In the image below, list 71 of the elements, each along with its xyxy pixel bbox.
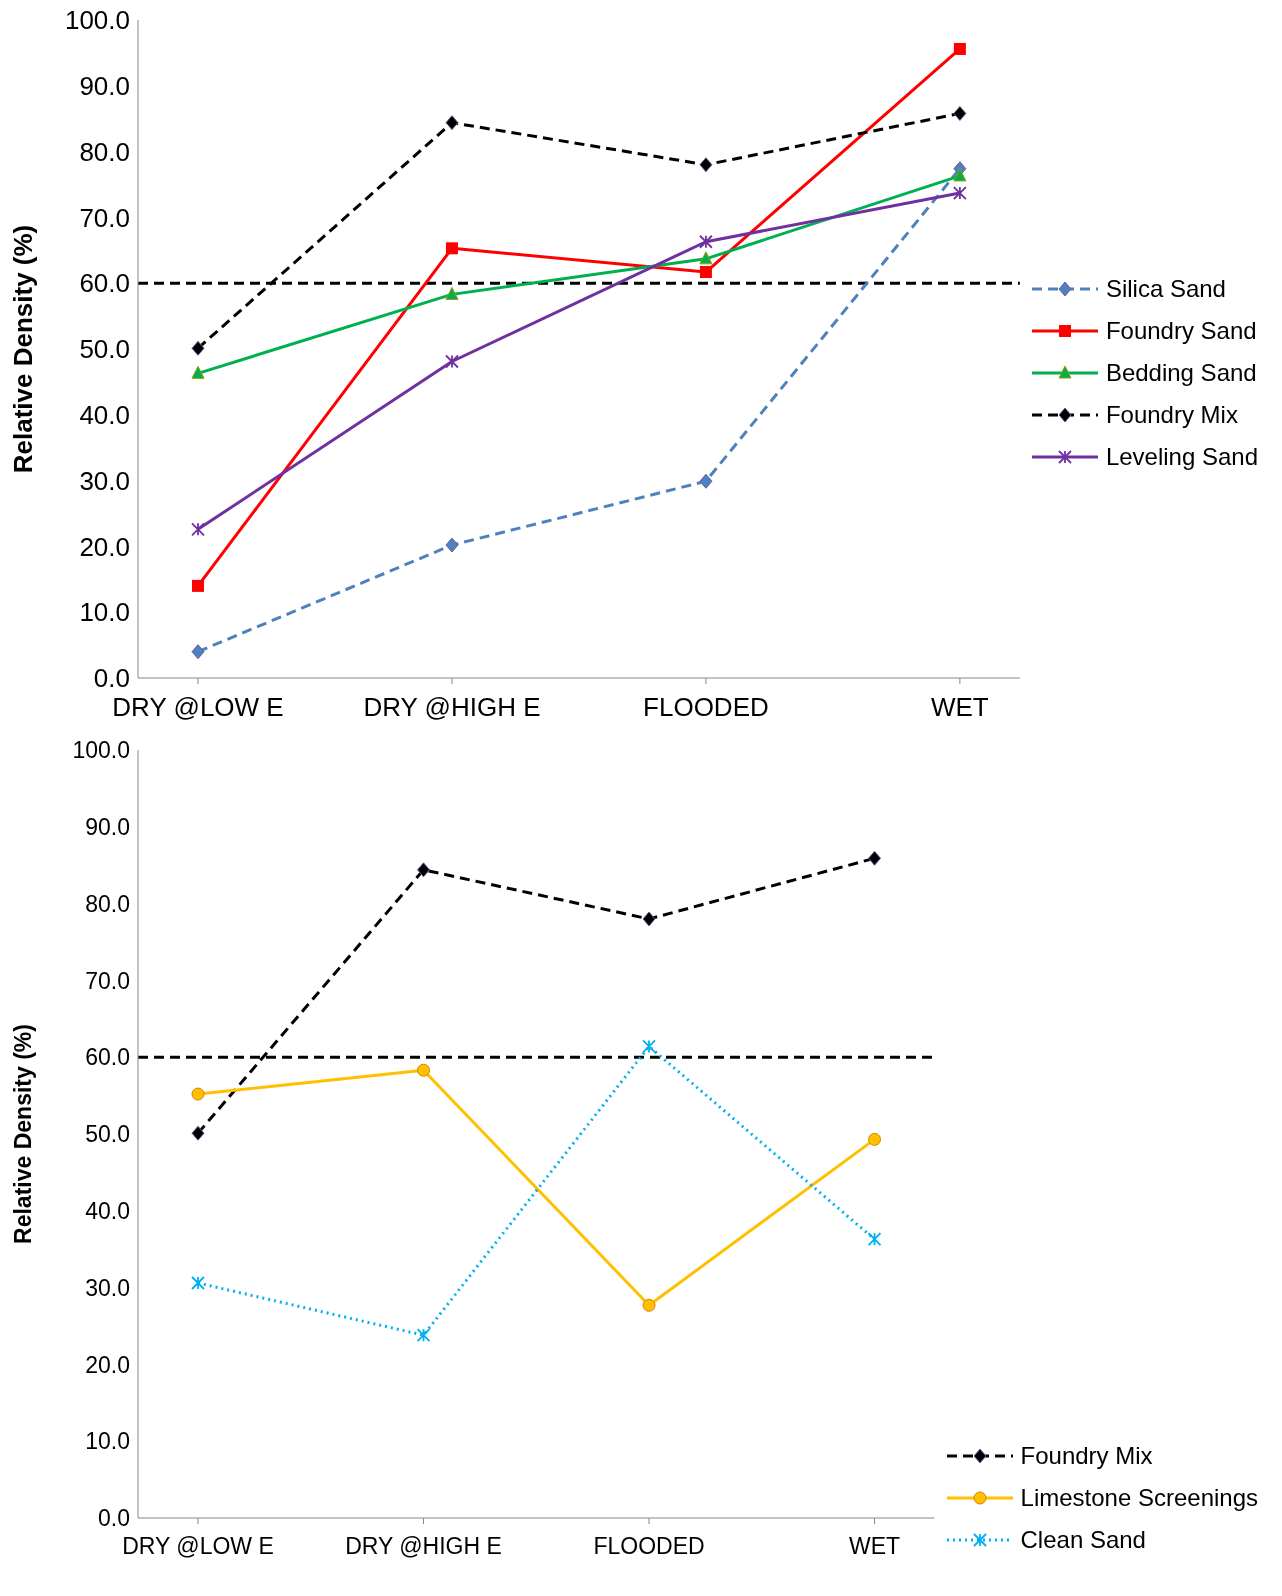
- y-tick-label: 70.0: [85, 967, 130, 994]
- point: [445, 537, 459, 553]
- point: [953, 42, 966, 55]
- point: [953, 168, 967, 182]
- point: [191, 644, 205, 660]
- point: [417, 1063, 431, 1077]
- point: [953, 105, 967, 121]
- point: [191, 340, 205, 356]
- y-tick-label: 60.0: [79, 268, 130, 299]
- y-tick-label: 60.0: [85, 1044, 130, 1071]
- legend-label: Foundry Mix: [1105, 401, 1238, 429]
- point: [642, 911, 656, 927]
- x-tick-label: DRY @LOW E: [112, 692, 284, 723]
- point: [868, 1132, 882, 1146]
- x-tick-label: DRY @HIGH E: [363, 692, 541, 723]
- point: [191, 1087, 205, 1101]
- legend-label: Clean Sand: [1020, 1526, 1146, 1554]
- y-tick-label: 30.0: [79, 465, 130, 496]
- y-tick-label: 50.0: [79, 334, 130, 365]
- y-tick-label: 70.0: [79, 202, 130, 233]
- point: [191, 1125, 205, 1141]
- y-tick-label: 80.0: [79, 136, 130, 167]
- y-tick-label: 50.0: [85, 1121, 130, 1148]
- y-tick-label: 90.0: [79, 71, 130, 102]
- legend-label: Foundry Mix: [1020, 1442, 1153, 1470]
- legend-label: Leveling Sand: [1105, 443, 1258, 471]
- legend-label: Bedding Sand: [1105, 359, 1257, 387]
- y-tick-label: 10.0: [85, 1428, 130, 1455]
- point: [867, 1232, 882, 1247]
- point: [699, 234, 713, 249]
- point: [642, 1039, 656, 1054]
- point: [445, 354, 459, 369]
- point: [699, 473, 713, 489]
- point: [445, 242, 458, 255]
- y-tick-label: 80.0: [85, 890, 130, 917]
- y-tick-label: 0.0: [93, 663, 130, 694]
- point: [699, 251, 713, 265]
- point: [417, 862, 431, 878]
- y-axis-title: Relative Density (%): [10, 1024, 37, 1244]
- point: [191, 365, 205, 379]
- x-tick-label: WET: [930, 692, 989, 723]
- point: [416, 1328, 431, 1343]
- point: [191, 1276, 205, 1290]
- y-tick-label: 40.0: [85, 1197, 130, 1224]
- point: [642, 1298, 656, 1312]
- point: [191, 522, 205, 537]
- point: [445, 115, 459, 131]
- x-tick-label: FLOODED: [593, 1533, 705, 1560]
- legend-label: Silica Sand: [1105, 275, 1226, 303]
- y-tick-label: 100.0: [72, 737, 130, 764]
- point: [868, 850, 882, 866]
- y-tick-label: 40.0: [79, 400, 130, 431]
- legend-label: Limestone Screenings: [1020, 1484, 1258, 1512]
- y-tick-label: 100.0: [64, 5, 130, 36]
- y-tick-label: 10.0: [79, 597, 130, 628]
- x-tick-label: FLOODED: [643, 692, 769, 723]
- x-tick-label: DRY @HIGH E: [345, 1533, 502, 1560]
- x-tick-label: DRY @LOW E: [122, 1533, 274, 1560]
- y-tick-label: 30.0: [85, 1274, 130, 1301]
- point: [699, 157, 713, 173]
- y-axis-title: Relative Density (%): [8, 224, 39, 474]
- legend-label: Foundry Sand: [1105, 317, 1257, 345]
- point: [699, 266, 712, 279]
- point: [952, 186, 967, 200]
- x-tick-label: WET: [848, 1533, 901, 1560]
- y-tick-label: 0.0: [98, 1505, 130, 1532]
- point: [192, 579, 204, 592]
- y-tick-label: 20.0: [79, 531, 130, 562]
- y-tick-label: 90.0: [85, 813, 130, 840]
- point: [445, 286, 459, 300]
- y-tick-label: 20.0: [85, 1351, 130, 1378]
